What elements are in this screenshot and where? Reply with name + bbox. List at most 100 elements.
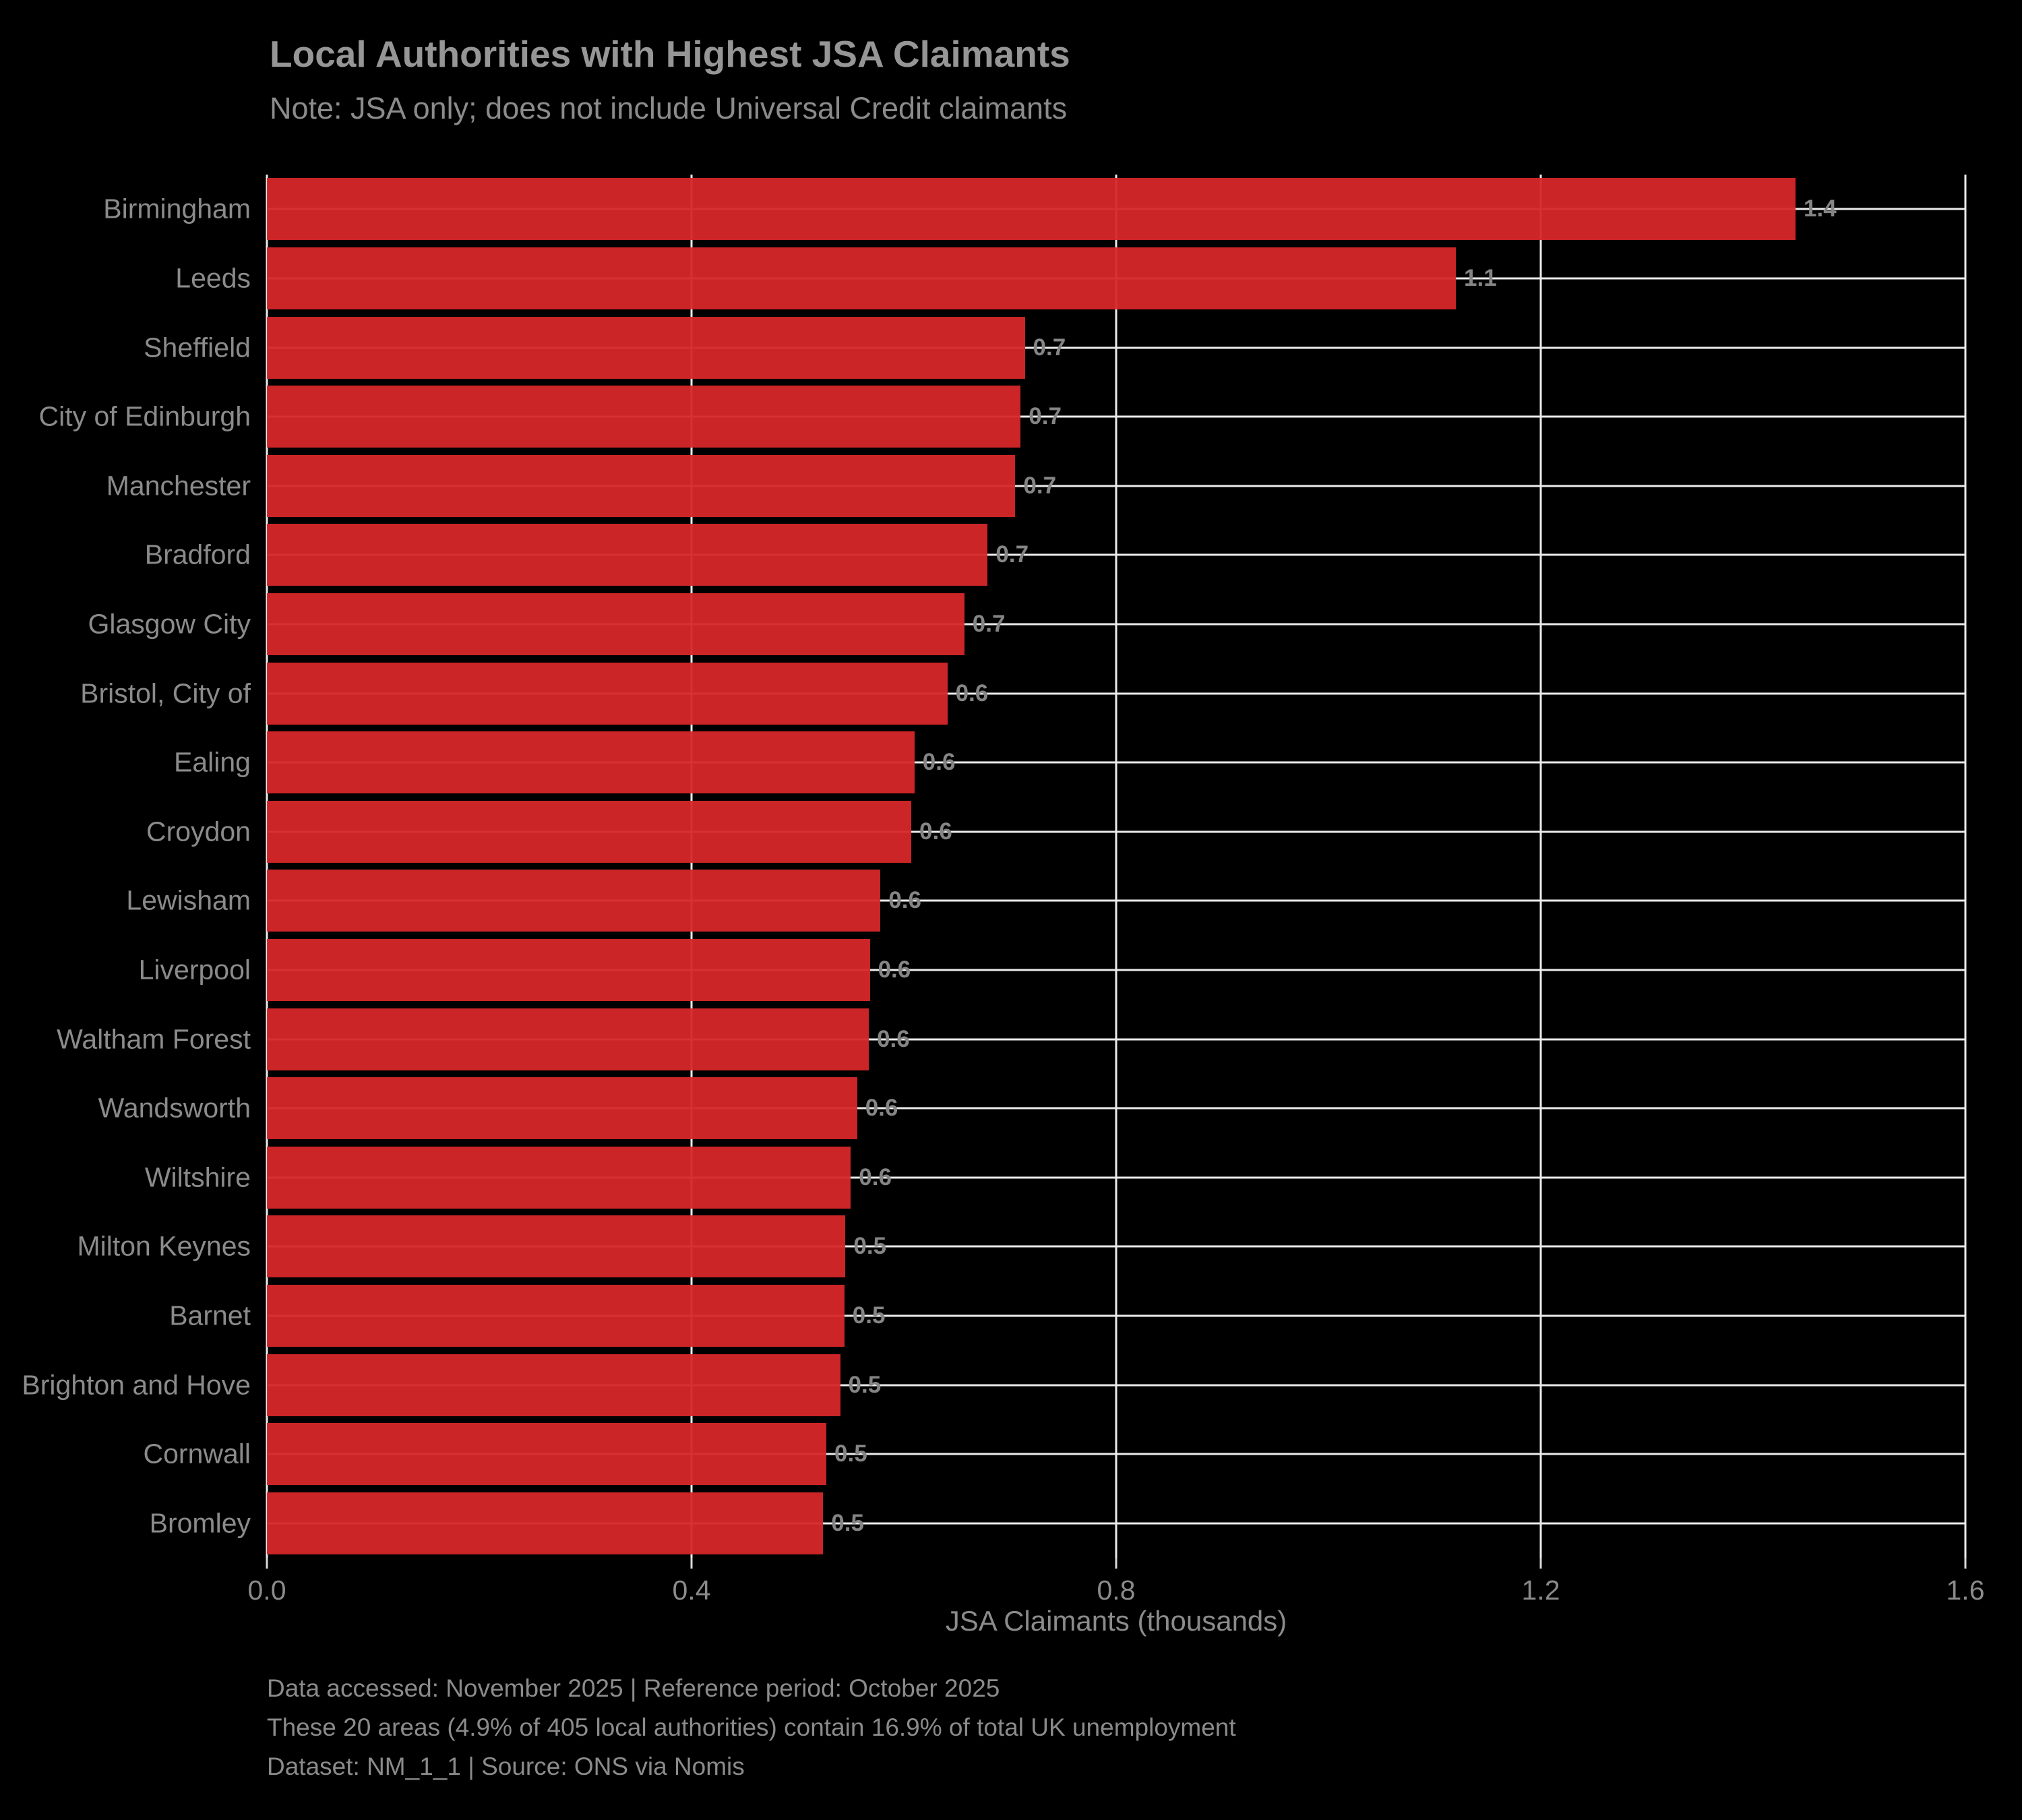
x-tick-label: 0.4: [672, 1575, 711, 1606]
category-label: Waltham Forest: [57, 1023, 251, 1054]
horizontal-gridline: [267, 830, 1965, 833]
category-label: Sheffield: [144, 332, 251, 363]
horizontal-gridline: [267, 1314, 1965, 1317]
horizontal-gridline: [267, 1245, 1965, 1248]
bar-manchester: [267, 454, 1016, 517]
category-label: Manchester: [106, 470, 251, 502]
bar-liverpool: [267, 938, 870, 1001]
x-tick-label: 1.2: [1521, 1575, 1560, 1606]
category-label: Cornwall: [143, 1438, 251, 1469]
bar-value-label: 0.7: [1023, 472, 1057, 499]
bar-value-label: 0.6: [865, 1095, 898, 1122]
x-tick-label: 0.0: [247, 1575, 286, 1606]
horizontal-gridline: [267, 899, 1965, 902]
bar-bradford: [267, 524, 988, 586]
category-label: City of Edinburgh: [38, 400, 251, 432]
bar-barnet: [267, 1284, 845, 1347]
bar-value-label: 0.7: [1033, 334, 1066, 361]
bar-value-label: 0.5: [852, 1302, 886, 1329]
bar-birmingham: [267, 178, 1796, 241]
x-tick-mark: [690, 1558, 693, 1569]
bar-ealing: [267, 731, 915, 794]
bar-wiltshire: [267, 1146, 851, 1209]
x-axis-tick-marks: [266, 1558, 1967, 1569]
category-label: Bromley: [149, 1507, 251, 1539]
bar-value-label: 0.5: [831, 1509, 864, 1536]
horizontal-gridline: [267, 553, 1965, 556]
bar-value-label: 0.5: [848, 1371, 882, 1398]
x-tick-mark: [266, 1558, 268, 1569]
vertical-gridline: [690, 175, 693, 1558]
chart-subtitle: Note: JSA only; does not include Univers…: [270, 91, 1068, 125]
bar-value-label: 0.6: [922, 749, 956, 776]
bar-sheffield: [267, 316, 1025, 379]
bar-value-label: 0.7: [995, 541, 1029, 568]
bar-value-label: 0.7: [972, 610, 1006, 637]
bar-value-label: 0.6: [955, 679, 989, 706]
category-label: Wandsworth: [98, 1092, 251, 1124]
bar-croydon: [267, 800, 912, 863]
category-label: Liverpool: [138, 954, 251, 985]
horizontal-gridline: [267, 1384, 1965, 1386]
horizontal-gridline: [267, 969, 1965, 971]
x-tick-mark: [1964, 1558, 1967, 1569]
bar-value-label: 0.6: [888, 887, 921, 914]
x-axis-title: JSA Claimants (thousands): [945, 1605, 1287, 1637]
horizontal-gridline: [267, 1107, 1965, 1110]
category-label: Wiltshire: [144, 1161, 251, 1193]
bar-brighton-and-hove: [267, 1354, 840, 1416]
category-label: Bristol, City of: [80, 677, 251, 708]
horizontal-gridline: [267, 692, 1965, 694]
category-label: Glasgow City: [88, 608, 251, 640]
bar-value-label: 0.6: [859, 1163, 892, 1190]
category-label: Brighton and Hove: [22, 1369, 251, 1400]
footer-line-1: Data accessed: November 2025 | Reference…: [267, 1674, 1000, 1702]
chart-title: Local Authorities with Highest JSA Claim…: [270, 33, 1070, 75]
x-tick-label: 0.8: [1097, 1575, 1136, 1606]
vertical-gridline: [1115, 175, 1117, 1558]
vertical-gridline: [266, 175, 268, 1558]
bar-bromley: [267, 1492, 824, 1554]
category-label: Birmingham: [103, 193, 251, 224]
bar-value-label: 0.5: [834, 1440, 867, 1467]
bar-value-label: 1.1: [1464, 264, 1497, 291]
bar-waltham-forest: [267, 1008, 869, 1070]
horizontal-gridline: [267, 485, 1965, 487]
horizontal-gridline: [267, 1038, 1965, 1040]
horizontal-gridline: [267, 346, 1965, 348]
category-label: Lewisham: [126, 884, 251, 916]
bar-glasgow-city: [267, 593, 964, 655]
bar-cornwall: [267, 1423, 827, 1486]
footer-line-3: Dataset: NM_1_1 | Source: ONS via Nomis: [267, 1753, 745, 1780]
plot-area: 1.4 1.1 0.7 0.7 0.7 0.7 0.7 0.6 0.6 0.6 0.6 0.6 0.6 0…: [266, 175, 1967, 1558]
category-label: Croydon: [146, 816, 251, 847]
horizontal-gridline: [267, 1176, 1965, 1179]
horizontal-gridline: [267, 1522, 1965, 1525]
bar-bristol-city-of: [267, 662, 948, 725]
horizontal-gridline: [267, 415, 1965, 418]
x-tick-mark: [1115, 1558, 1117, 1569]
bar-value-label: 0.6: [877, 1025, 910, 1052]
bar-wandsworth: [267, 1077, 857, 1140]
category-label: Ealing: [174, 746, 251, 778]
bar-value-label: 0.7: [1029, 403, 1062, 430]
chart-footer: Data accessed: November 2025 | Reference…: [267, 1669, 1236, 1786]
bar-value-label: 0.5: [853, 1233, 887, 1260]
category-label: Bradford: [144, 539, 251, 570]
bar-value-label: 0.6: [919, 818, 952, 845]
bar-leeds: [267, 247, 1456, 309]
vertical-gridline: [1964, 175, 1967, 1558]
bar-lewisham: [267, 870, 881, 932]
horizontal-gridline: [267, 761, 1965, 764]
category-label: Leeds: [175, 262, 251, 294]
horizontal-gridline: [267, 623, 1965, 626]
vertical-gridline: [1539, 175, 1542, 1558]
category-label: Milton Keynes: [77, 1230, 251, 1262]
category-label: Barnet: [169, 1300, 251, 1331]
x-axis-tick-labels: 0.0 0.4 0.8 1.2 1.6: [248, 1575, 1985, 1608]
x-tick-mark: [1539, 1558, 1542, 1569]
footer-line-2: These 20 areas (4.9% of 405 local author…: [267, 1713, 1236, 1741]
x-tick-label: 1.6: [1946, 1575, 1985, 1606]
bar-value-label: 0.6: [878, 956, 911, 983]
bar-city-of-edinburgh: [267, 386, 1021, 448]
